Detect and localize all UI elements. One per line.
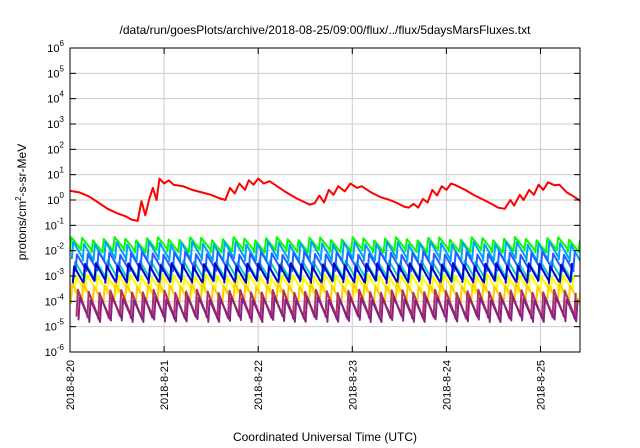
chart-title: /data/run/goesPlots/archive/2018-08-25/0…	[120, 23, 532, 37]
y-axis-label: protons/cm2-s-sr-MeV	[14, 144, 29, 260]
x-tick-label: 2018-8-23	[347, 360, 359, 410]
y-tick-label: 10-1	[45, 216, 65, 232]
x-axis-label: Coordinated Universal Time (UTC)	[233, 430, 417, 444]
y-axis: 10-6 10-5 10-4 10-3 10-2 10-1 100 101 102 103 104 1…	[45, 39, 580, 359]
y-tick-label: 106	[47, 39, 64, 55]
y-tick-label: 105	[47, 64, 64, 80]
y-tick-label: 104	[47, 90, 64, 106]
y-tick-label: 103	[47, 115, 64, 131]
series-line-0	[70, 177, 580, 222]
y-tick-label: 10-2	[45, 242, 65, 258]
series-layer	[70, 177, 580, 323]
y-tick-label: 10-3	[45, 267, 65, 283]
series-line-5	[71, 262, 573, 285]
y-tick-label: 102	[47, 140, 64, 156]
y-tick-label: 100	[47, 191, 64, 207]
x-tick-label: 2018-8-22	[253, 360, 265, 410]
y-tick-label: 10-4	[45, 292, 65, 308]
y-tick-label: 10-5	[45, 318, 65, 334]
y-axis-label-exponent: 2	[14, 196, 23, 201]
y-tick-label: 101	[47, 166, 64, 182]
x-tick-label: 2018-8-21	[159, 360, 171, 410]
x-tick-label: 2018-8-25	[535, 360, 547, 410]
x-tick-label: 2018-8-20	[65, 360, 77, 410]
y-axis-label-rest: -s-sr-MeV	[15, 144, 29, 197]
y-axis-label-base: protons/cm	[15, 201, 29, 260]
y-tick-label: 10-6	[45, 343, 65, 359]
x-axis: 2018-8-20 2018-8-21 2018-8-22 2018-8-23 2018…	[65, 48, 547, 410]
series-line-9	[77, 295, 579, 323]
series-line-1	[70, 236, 580, 254]
x-tick-label: 2018-8-24	[441, 360, 453, 410]
series-line-2	[70, 240, 580, 263]
